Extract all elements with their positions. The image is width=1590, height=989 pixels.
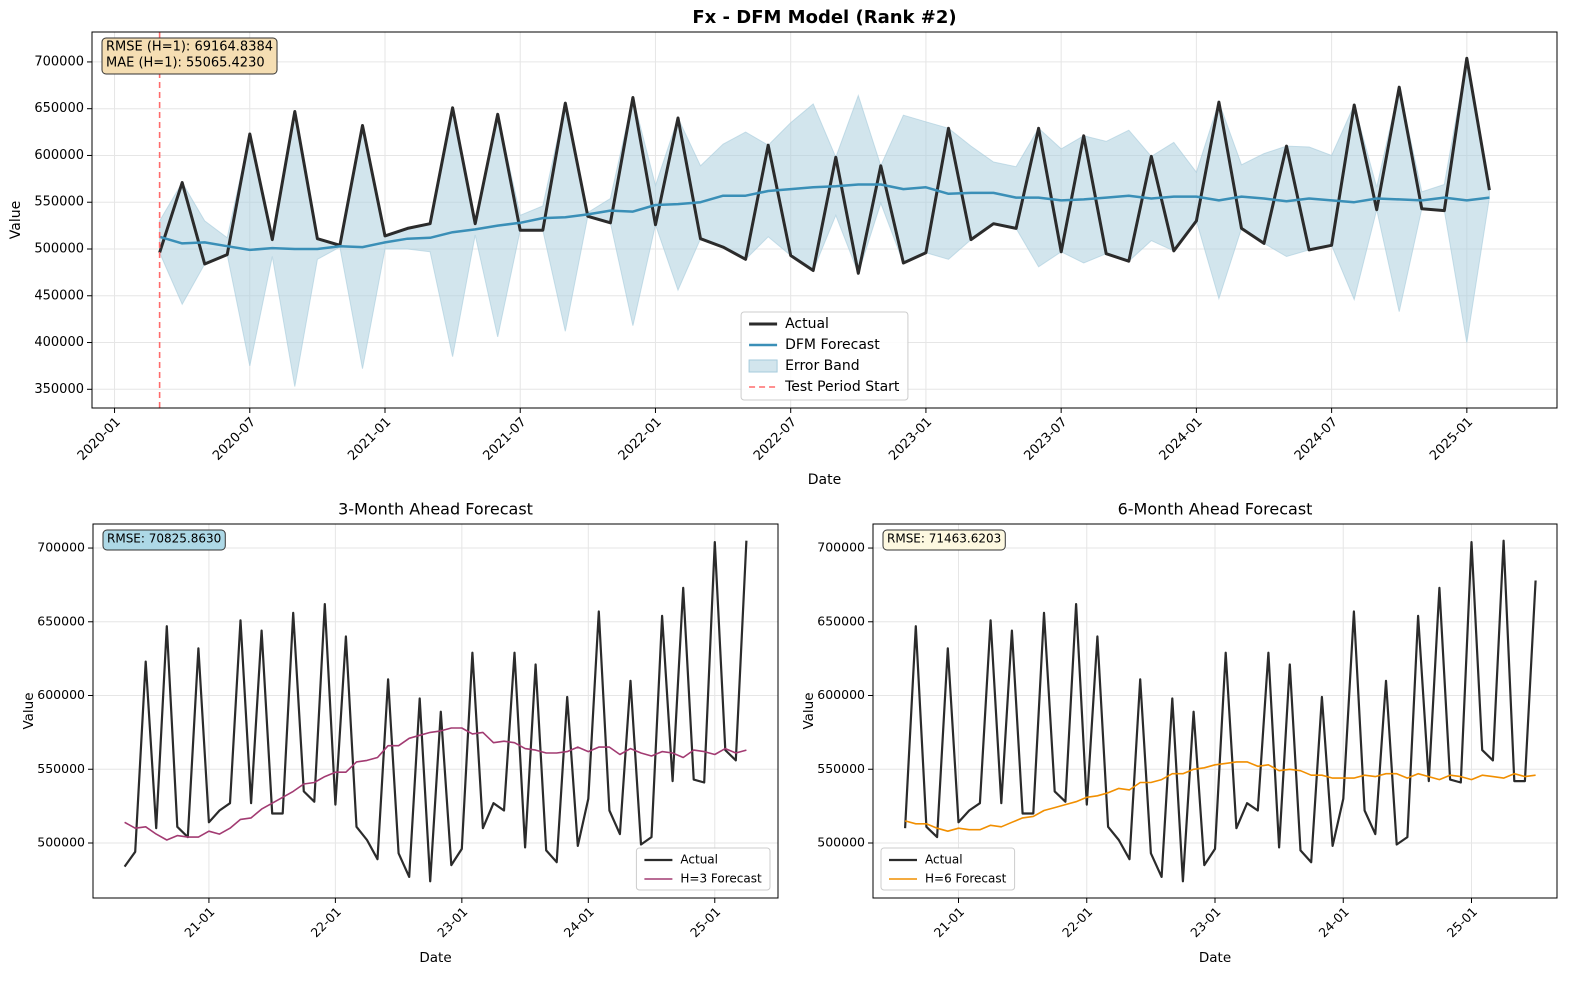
x-tick-label: 24-01 [1316, 904, 1352, 940]
annotation-text: RMSE: 71463.6203 [887, 532, 1001, 546]
legend-label: H=3 Forecast [680, 872, 762, 886]
x-tick-label: 2021-01 [345, 415, 394, 464]
y-axis-label: Value [21, 692, 37, 729]
y-tick-label: 350000 [34, 382, 84, 397]
x-tick-label: 2023-01 [886, 415, 935, 464]
y-tick-label: 550000 [37, 761, 85, 776]
x-axis-label: Date [808, 472, 841, 488]
x-tick-label: 23-01 [1187, 904, 1223, 940]
y-tick-label: 500000 [817, 834, 865, 849]
y-tick-label: 650000 [34, 101, 84, 116]
plot-frame [92, 523, 779, 899]
y-tick-label: 600000 [817, 687, 865, 702]
y-axis-label: Value [8, 201, 24, 239]
legend-label: H=6 Forecast [925, 872, 1007, 886]
annotation-box [882, 529, 1006, 551]
series-line [123, 540, 748, 883]
legend: Actual DFM Forecast Error Band Test Period … [740, 311, 909, 401]
y-axis-label: Value [801, 692, 817, 729]
annotation: RMSE: 70825.8630 [102, 529, 226, 551]
legend-label: Actual [680, 853, 718, 867]
annotation-box [101, 37, 278, 75]
legend-label: Error Band [785, 358, 860, 374]
annotation-box [102, 529, 226, 551]
legend: Actual H=3 Forecast [635, 847, 771, 891]
y-tick-label: 600000 [34, 148, 84, 163]
x-tick-label: 22-01 [1059, 904, 1095, 940]
annotation-text: RMSE: 70825.8630 [107, 532, 221, 546]
x-tick-label: 2020-01 [75, 415, 124, 464]
legend-label: Actual [785, 316, 829, 332]
y-tick-label: 650000 [817, 613, 865, 628]
x-tick-label: 25-01 [687, 904, 723, 940]
x-tick-label: 2021-07 [481, 415, 530, 464]
plot-frame [91, 31, 1558, 409]
y-tick-label: 550000 [34, 195, 84, 210]
x-tick-label: 21-01 [931, 904, 967, 940]
x-tick-label: 2022-07 [751, 415, 800, 464]
annotation-text: MAE (H=1): 55065.4230 [106, 56, 265, 71]
x-tick-label: 2024-07 [1292, 415, 1341, 464]
x-tick-label: 22-01 [308, 904, 344, 940]
subplot: 500000 550000 600000 650000 700000 21-01 22-01… [801, 500, 1558, 966]
x-tick-label: 2025-01 [1427, 415, 1476, 464]
annotation-text: RMSE (H=1): 69164.8384 [106, 40, 273, 55]
series-line [124, 727, 747, 841]
y-tick-label: 550000 [817, 761, 865, 776]
x-tick-label: 24-01 [561, 904, 597, 940]
x-tick-label: 2022-01 [616, 415, 665, 464]
y-tick-label: 700000 [37, 540, 85, 555]
plot-frame [872, 523, 1558, 899]
y-tick-label: 700000 [34, 54, 84, 69]
series-line [904, 539, 1537, 883]
legend-label: Actual [925, 853, 963, 867]
subplot: 500000 550000 600000 650000 700000 21-01 22-01… [21, 500, 779, 966]
x-tick-label: 21-01 [181, 904, 217, 940]
series-line [159, 183, 1490, 252]
legend: Actual H=6 Forecast [880, 847, 1016, 891]
subplot: 350000 400000 450000 500000 550000 600000 6500… [8, 7, 1558, 488]
y-tick-label: 450000 [34, 288, 84, 303]
x-tick-label: 2024-01 [1157, 415, 1206, 464]
series-line [904, 761, 1536, 832]
x-axis-label: Date [419, 950, 451, 966]
chart-title: Fx - DFM Model (Rank #2) [692, 7, 956, 28]
plot-area [93, 524, 778, 898]
legend-swatch [748, 359, 778, 373]
y-tick-label: 500000 [34, 241, 84, 256]
legend-label: DFM Forecast [785, 337, 880, 353]
chart-title: 3-Month Ahead Forecast [338, 500, 533, 519]
legend-label: Test Period Start [784, 379, 900, 395]
x-tick-label: 2023-07 [1021, 415, 1070, 464]
y-tick-label: 650000 [37, 613, 85, 628]
y-tick-label: 500000 [37, 834, 85, 849]
x-tick-label: 23-01 [434, 904, 470, 940]
y-tick-label: 600000 [37, 687, 85, 702]
x-axis-label: Date [1199, 950, 1231, 966]
chart-title: 6-Month Ahead Forecast [1118, 500, 1313, 519]
y-tick-label: 400000 [34, 335, 84, 350]
legend-box [740, 311, 909, 401]
x-tick-label: 25-01 [1444, 904, 1480, 940]
series-line [158, 56, 1491, 275]
x-tick-label: 2020-07 [210, 415, 259, 464]
annotation: RMSE: 71463.6203 [882, 529, 1006, 551]
y-tick-label: 700000 [817, 540, 865, 555]
